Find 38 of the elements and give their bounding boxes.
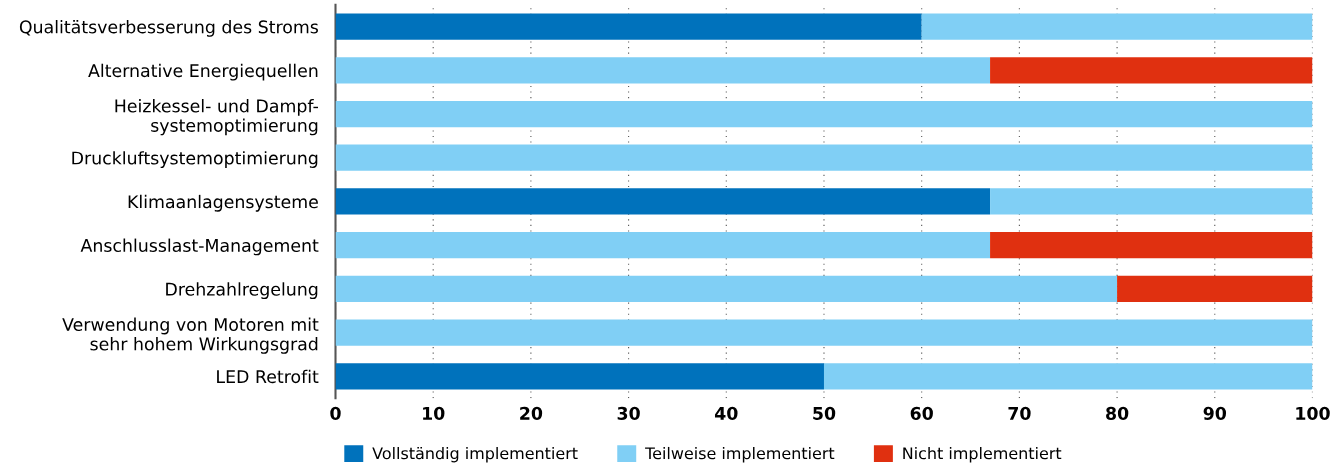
- bar: [990, 57, 1313, 84]
- bar: [921, 13, 1313, 40]
- y-tick-label: Alternative Energiequellen: [88, 63, 318, 81]
- x-tick-label: 100: [1296, 406, 1330, 420]
- bar: [1117, 275, 1313, 302]
- bar: [335, 188, 991, 215]
- bar: [335, 363, 824, 390]
- x-tick-label: 30: [617, 406, 640, 420]
- x-tick-label: 50: [813, 406, 836, 420]
- bar: [823, 363, 1313, 390]
- x-tick-label: 60: [910, 406, 933, 420]
- x-tick-label: 20: [520, 406, 543, 420]
- bar: [335, 232, 991, 259]
- bar: [990, 188, 1313, 215]
- y-tick-label: Klimaanlagensysteme: [128, 194, 318, 212]
- y-tick-label: Drehzahlregelung: [166, 282, 318, 300]
- x-tick-label: 10: [423, 406, 445, 420]
- bar: [335, 319, 1313, 346]
- y-tick-label: LED Retrofit: [217, 369, 319, 384]
- bar: [335, 57, 991, 84]
- y-tick-label: Verwendung von Motoren mit sehr hohem Wirkungsgrad: [62, 317, 319, 354]
- legend-label: Nicht implementiert: [903, 446, 1062, 463]
- x-tick-label: 80: [1106, 406, 1129, 420]
- bar: [335, 13, 922, 40]
- y-tick-label: Druckluftsystemoptimierung: [72, 151, 318, 168]
- x-tick-label: 40: [714, 406, 738, 420]
- bar: [335, 100, 1313, 128]
- bar: [335, 144, 1313, 171]
- y-tick-label: Heizkessel- und Dampf- systemoptimierung: [115, 99, 318, 136]
- x-tick-label: 90: [1203, 406, 1227, 420]
- y-tick-label: Anschlusslast-Management: [80, 238, 319, 256]
- legend-label: Teilweise implementiert: [645, 446, 835, 463]
- bar: [990, 232, 1313, 259]
- x-tick-label: 70: [1008, 406, 1031, 420]
- x-tick-label: 0: [330, 406, 341, 420]
- y-tick-label: Qualitätsverbesserung des Stroms: [19, 20, 318, 37]
- legend-label: Vollständig implementiert: [372, 446, 578, 463]
- bar: [335, 275, 1118, 302]
